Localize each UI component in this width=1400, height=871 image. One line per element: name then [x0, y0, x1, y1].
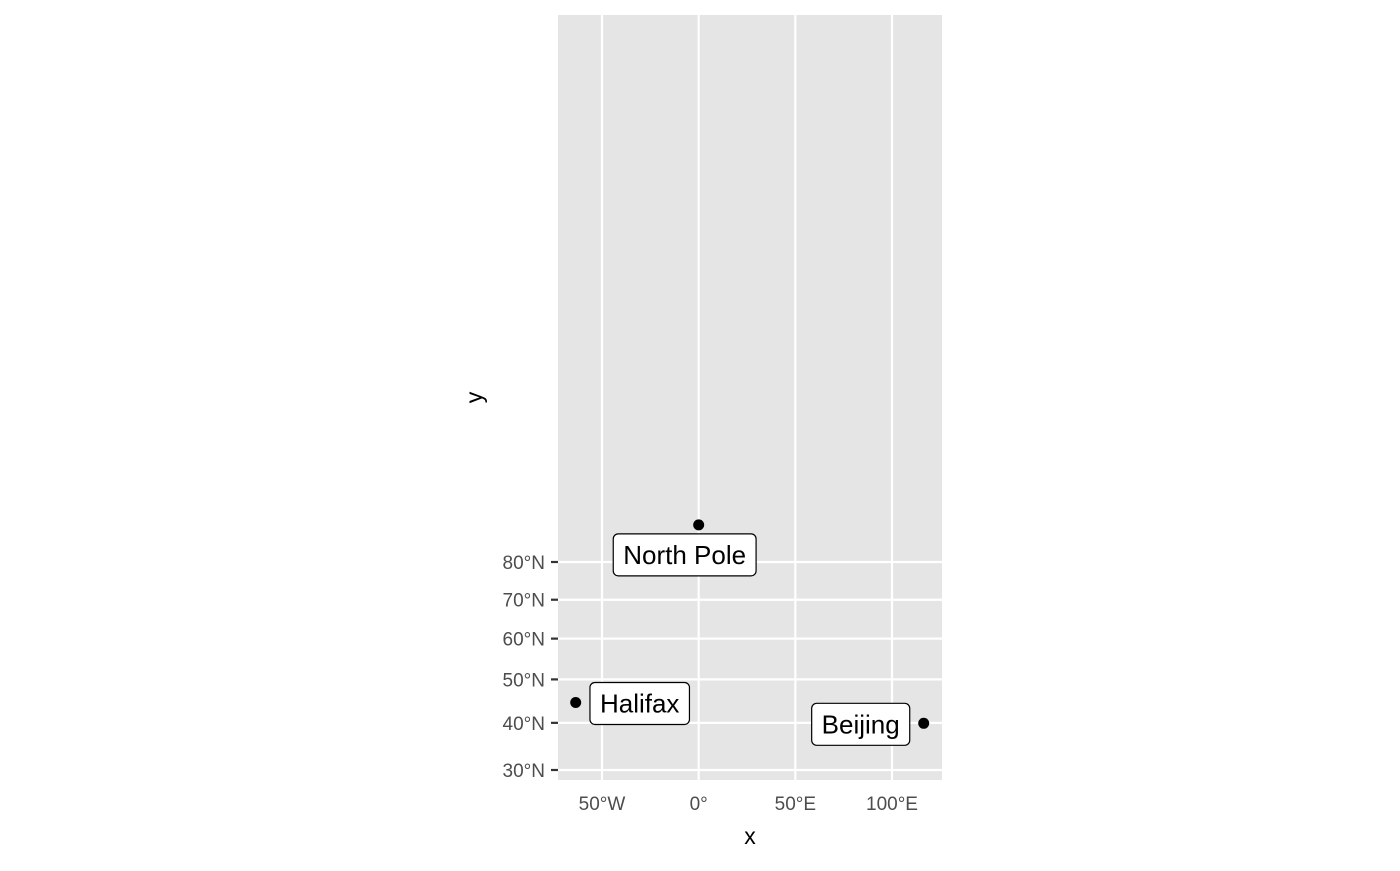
label-text: North Pole	[623, 540, 746, 570]
y-tick-label: 60°N	[503, 630, 545, 651]
label-box	[811, 702, 911, 746]
label-box	[612, 533, 757, 577]
y-tick-label: 70°N	[503, 591, 545, 612]
point-north-pole	[693, 519, 705, 531]
label-text: Halifax	[600, 688, 679, 718]
x-tick-label: 100°E	[866, 794, 918, 815]
x-tick-label: 50°E	[775, 794, 816, 815]
label-text: Beijing	[822, 709, 900, 739]
y-tick-label: 50°N	[503, 670, 545, 691]
y-tick-label: 30°N	[503, 761, 545, 782]
point-label-halifax: Halifax	[589, 681, 691, 726]
point-label-north-pole: North Pole	[612, 533, 757, 577]
y-axis-title: y	[461, 391, 487, 403]
point-beijing	[918, 717, 930, 729]
point-halifax	[570, 696, 582, 708]
x-axis-title: x	[744, 823, 756, 849]
x-tick-label: 0°	[690, 794, 708, 815]
plot-panel	[558, 15, 942, 780]
y-tick-label: 80°N	[503, 553, 545, 574]
point-label-beijing: Beijing	[811, 702, 911, 746]
x-tick-label: 50°W	[579, 794, 626, 815]
y-tick-label: 40°N	[503, 714, 545, 735]
label-box	[589, 681, 691, 726]
